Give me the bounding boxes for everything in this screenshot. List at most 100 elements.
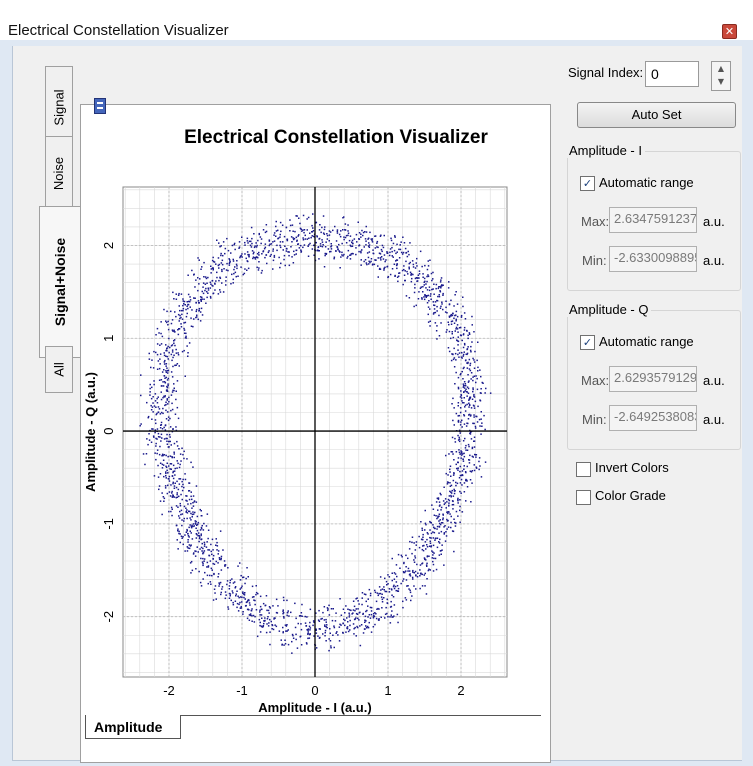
scatter-point bbox=[388, 254, 391, 257]
scatter-point bbox=[464, 410, 467, 412]
scatter-point bbox=[201, 290, 203, 293]
scatter-point bbox=[356, 625, 358, 628]
scatter-point bbox=[407, 570, 409, 572]
scatter-point bbox=[270, 243, 273, 245]
scatter-point bbox=[340, 624, 342, 626]
amplitude-q-auto-checkbox[interactable]: ✓ bbox=[580, 335, 595, 350]
scatter-point bbox=[188, 510, 191, 513]
amplitude-q-min-field[interactable]: -2.6492538083 bbox=[609, 405, 697, 431]
scatter-point bbox=[355, 612, 358, 615]
scatter-point bbox=[197, 257, 199, 259]
scatter-point bbox=[396, 243, 398, 246]
signal-index-spinner[interactable]: ▲ ▼ bbox=[711, 61, 731, 91]
scatter-point bbox=[259, 605, 262, 608]
scatter-point bbox=[307, 632, 309, 635]
scatter-point bbox=[240, 605, 242, 608]
scatter-point bbox=[149, 394, 151, 396]
scatter-point bbox=[459, 482, 462, 484]
scatter-point bbox=[167, 320, 169, 323]
scatter-point bbox=[424, 509, 426, 512]
scatter-point bbox=[345, 234, 348, 237]
scatter-point bbox=[187, 274, 189, 276]
scatter-point bbox=[458, 477, 461, 479]
scatter-point bbox=[459, 453, 461, 455]
scatter-point bbox=[196, 515, 199, 518]
scatter-point bbox=[163, 454, 166, 456]
scatter-point bbox=[220, 593, 222, 596]
scatter-point bbox=[414, 267, 417, 269]
scatter-point bbox=[290, 246, 292, 248]
scatter-point bbox=[391, 610, 393, 612]
scatter-point bbox=[429, 542, 432, 544]
amplitude-q-min-unit: a.u. bbox=[703, 412, 725, 427]
scatter-point bbox=[206, 513, 209, 515]
scatter-point bbox=[393, 584, 395, 587]
scatter-point bbox=[260, 625, 263, 627]
scatter-point bbox=[355, 598, 357, 600]
scatter-point bbox=[148, 358, 151, 360]
scatter-point bbox=[195, 485, 198, 487]
scatter-point bbox=[215, 544, 217, 546]
scatter-point bbox=[171, 475, 174, 477]
scatter-point bbox=[167, 419, 170, 422]
spin-up-icon[interactable]: ▲ bbox=[717, 64, 725, 73]
scatter-point bbox=[474, 400, 477, 403]
auto-set-button[interactable]: Auto Set bbox=[577, 102, 736, 128]
scatter-point bbox=[379, 268, 382, 270]
scatter-point bbox=[220, 557, 222, 560]
scatter-point bbox=[278, 256, 280, 259]
scatter-point bbox=[185, 511, 187, 513]
amplitude-i-auto-checkbox[interactable]: ✓ bbox=[580, 176, 595, 191]
scatter-point bbox=[183, 517, 185, 520]
scatter-point bbox=[396, 585, 399, 587]
scatter-point bbox=[259, 595, 262, 598]
scatter-point bbox=[295, 249, 298, 251]
chart-icon[interactable] bbox=[94, 98, 106, 114]
scatter-point bbox=[246, 601, 248, 603]
scatter-point bbox=[426, 532, 429, 534]
tab-signal-noise[interactable]: Signal+Noise bbox=[39, 206, 81, 358]
scatter-point bbox=[198, 570, 200, 573]
scatter-point bbox=[439, 290, 441, 292]
scatter-point bbox=[357, 221, 359, 223]
tab-noise[interactable]: Noise bbox=[45, 136, 73, 210]
tab-signal[interactable]: Signal bbox=[45, 66, 73, 148]
scatter-point bbox=[182, 483, 184, 486]
scatter-point bbox=[177, 548, 179, 550]
amplitude-i-min-field[interactable]: -2.6330098895 bbox=[609, 246, 697, 272]
scatter-point bbox=[247, 260, 249, 263]
scatter-point bbox=[421, 573, 423, 576]
amplitude-q-max-field[interactable]: 2.6293579129 bbox=[609, 366, 697, 392]
scatter-point bbox=[307, 216, 310, 219]
scatter-point bbox=[172, 291, 174, 294]
scatter-point bbox=[273, 232, 276, 234]
scatter-point bbox=[364, 615, 367, 618]
scatter-point bbox=[470, 351, 472, 353]
tab-all[interactable]: All bbox=[45, 346, 73, 393]
signal-index-input[interactable] bbox=[645, 61, 699, 87]
scatter-point bbox=[183, 332, 186, 334]
scatter-point bbox=[308, 237, 310, 239]
spin-down-icon[interactable]: ▼ bbox=[717, 77, 725, 86]
amplitude-i-max-field[interactable]: 2.6347591237 bbox=[609, 207, 697, 233]
scatter-point bbox=[233, 581, 236, 583]
scatter-point bbox=[343, 618, 345, 621]
scatter-point bbox=[202, 282, 205, 284]
scatter-point bbox=[364, 619, 366, 621]
scatter-point bbox=[436, 528, 438, 530]
scatter-point bbox=[461, 426, 463, 428]
close-icon[interactable]: ✕ bbox=[722, 24, 737, 39]
scatter-point bbox=[163, 395, 165, 398]
scatter-point bbox=[161, 492, 163, 494]
scatter-point bbox=[438, 335, 441, 337]
scatter-point bbox=[462, 378, 464, 380]
scatter-point bbox=[200, 510, 202, 512]
invert-colors-checkbox[interactable] bbox=[576, 462, 591, 477]
scatter-point bbox=[172, 389, 174, 392]
tab-amplitude[interactable]: Amplitude bbox=[85, 715, 181, 739]
scatter-point bbox=[256, 244, 258, 247]
color-grade-checkbox[interactable] bbox=[576, 490, 591, 505]
scatter-point bbox=[427, 306, 430, 308]
amplitude-i-min-unit: a.u. bbox=[703, 253, 725, 268]
scatter-point bbox=[468, 406, 470, 408]
